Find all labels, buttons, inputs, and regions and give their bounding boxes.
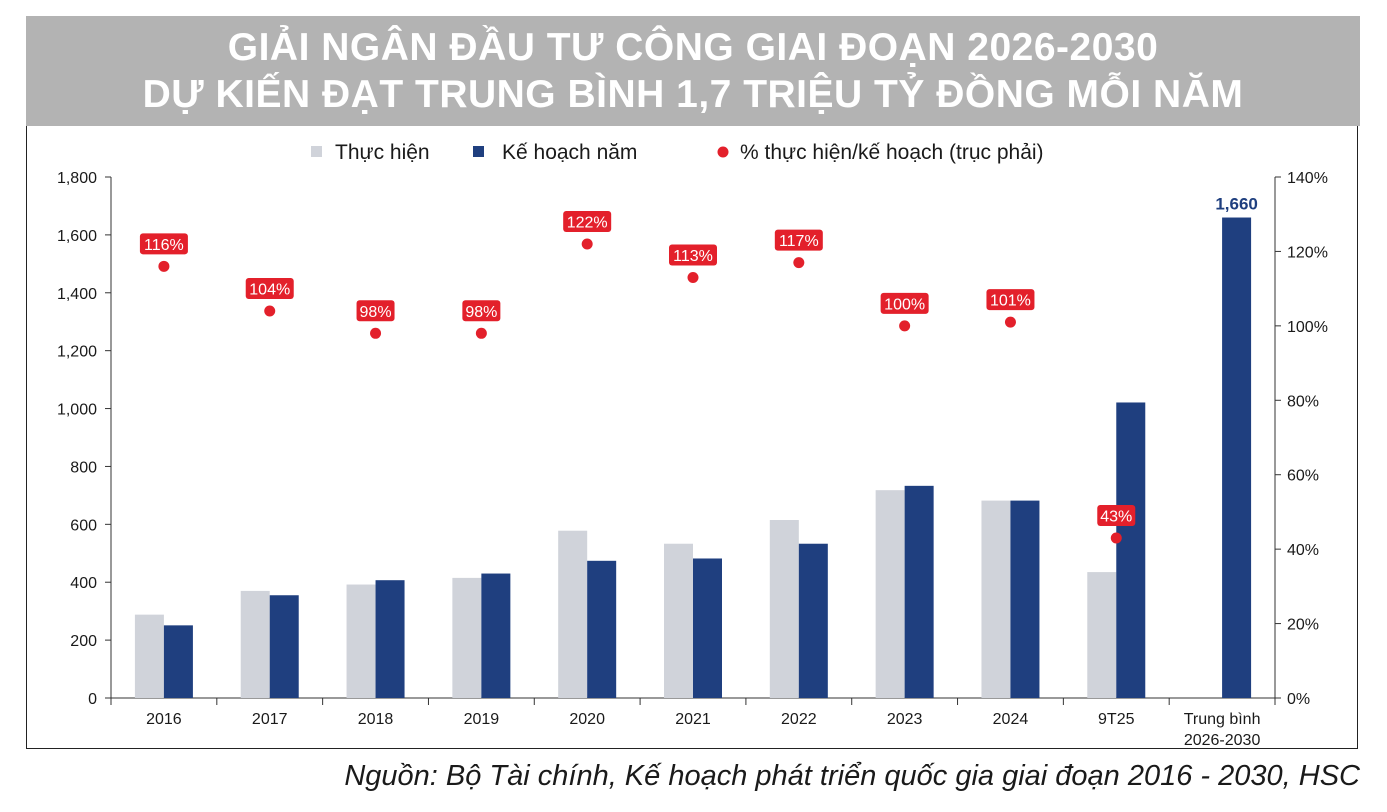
percent-label: 101% bbox=[990, 293, 1031, 310]
title-line-2: DỰ KIẾN ĐẠT TRUNG BÌNH 1,7 TRIỆU TỶ ĐỒNG… bbox=[142, 73, 1244, 116]
percent-label: 122% bbox=[567, 214, 608, 231]
percent-label: 113% bbox=[673, 248, 713, 265]
x-tick-label: Trung bình bbox=[1184, 711, 1261, 728]
title-banner: GIẢI NGÂN ĐẦU TƯ CÔNG GIAI ĐOẠN 2026-203… bbox=[26, 16, 1360, 126]
percent-label-box bbox=[245, 277, 294, 299]
percent-dot bbox=[581, 238, 593, 250]
y-tick-label-right: 20% bbox=[1287, 617, 1319, 634]
percent-label: 98% bbox=[465, 304, 497, 321]
y-tick-label-left: 400 bbox=[70, 575, 97, 592]
bar-ke-hoach bbox=[481, 573, 511, 698]
bar-thuc-hien bbox=[240, 590, 270, 698]
percent-label-box bbox=[139, 233, 188, 255]
percent-label: 100% bbox=[884, 296, 925, 313]
x-tick-label: 2026-2030 bbox=[1184, 732, 1261, 749]
bar-ke-hoach bbox=[904, 485, 934, 698]
percent-dot bbox=[158, 260, 170, 272]
percent-label: 43% bbox=[1100, 508, 1132, 525]
y-tick-label-right: 40% bbox=[1287, 542, 1319, 559]
percent-dot bbox=[1110, 532, 1122, 544]
x-tick-label: 2023 bbox=[887, 711, 923, 728]
bar-thuc-hien bbox=[981, 500, 1011, 698]
percent-dot bbox=[264, 305, 276, 317]
legend-label-ke-hoach: Kế hoạch năm bbox=[502, 141, 637, 164]
bar-ke-hoach bbox=[375, 580, 405, 698]
percent-label: 104% bbox=[249, 281, 290, 298]
percent-label-box bbox=[880, 292, 929, 314]
bar-ke-hoach bbox=[163, 625, 193, 698]
percent-label: 116% bbox=[144, 237, 184, 254]
y-tick-label-left: 1,400 bbox=[57, 286, 97, 303]
percent-label: 117% bbox=[779, 233, 819, 250]
percent-label-box bbox=[563, 210, 612, 232]
legend-label-thuc-hien: Thực hiện bbox=[335, 141, 430, 164]
percent-dot bbox=[899, 320, 911, 332]
y-tick-label-right: 60% bbox=[1287, 468, 1319, 485]
percent-label: 98% bbox=[360, 304, 392, 321]
x-tick-label: 2022 bbox=[781, 711, 817, 728]
y-tick-label-right: 80% bbox=[1287, 393, 1319, 410]
bar-thuc-hien bbox=[134, 614, 164, 698]
bar-ke-hoach bbox=[1010, 500, 1040, 698]
y-tick-label-right: 100% bbox=[1287, 319, 1328, 336]
x-tick-label: 2018 bbox=[358, 711, 394, 728]
percent-dot bbox=[370, 327, 382, 339]
legend-swatch-percent bbox=[717, 146, 729, 158]
bar-thuc-hien bbox=[346, 584, 376, 698]
source-note: Nguồn: Bộ Tài chính, Kế hoạch phát triển… bbox=[344, 760, 1360, 792]
percent-label-box bbox=[1097, 504, 1136, 526]
y-tick-label-left: 1,800 bbox=[57, 170, 97, 187]
percent-dot bbox=[793, 257, 805, 269]
y-tick-label-left: 200 bbox=[70, 633, 97, 650]
percent-dot bbox=[1004, 316, 1016, 328]
percent-dot bbox=[687, 271, 699, 283]
percent-label-box bbox=[774, 229, 823, 251]
legend-swatch-thuc-hien bbox=[311, 146, 322, 157]
bar-ke-hoach bbox=[1116, 402, 1146, 698]
x-tick-label: 2020 bbox=[569, 711, 605, 728]
x-tick-label: 2017 bbox=[252, 711, 288, 728]
x-tick-label: 2016 bbox=[146, 711, 182, 728]
bar-thuc-hien bbox=[558, 530, 588, 698]
bar-ke-hoach bbox=[693, 558, 722, 698]
bar-thuc-hien bbox=[875, 490, 905, 698]
bar-value-label: 1,660 bbox=[1215, 195, 1258, 214]
bar-ke-hoach bbox=[1222, 217, 1252, 698]
y-tick-label-right: 0% bbox=[1287, 691, 1310, 708]
percent-label-box bbox=[462, 300, 501, 322]
y-tick-label-left: 0 bbox=[88, 691, 97, 708]
y-tick-label-right: 120% bbox=[1287, 244, 1328, 261]
bar-ke-hoach bbox=[269, 595, 299, 698]
x-tick-label: 9T25 bbox=[1098, 711, 1135, 728]
legend-label-percent: % thực hiện/kế hoạch (trục phải) bbox=[740, 141, 1044, 164]
bar-thuc-hien bbox=[664, 543, 693, 698]
title-line-1: GIẢI NGÂN ĐẦU TƯ CÔNG GIAI ĐOẠN 2026-203… bbox=[227, 26, 1159, 69]
legend-swatch-ke-hoach bbox=[473, 146, 484, 157]
percent-label-box bbox=[986, 289, 1035, 311]
bar-thuc-hien bbox=[1087, 572, 1117, 698]
y-tick-label-left: 1,200 bbox=[57, 344, 97, 361]
x-tick-label: 2021 bbox=[675, 711, 711, 728]
y-tick-label-left: 600 bbox=[70, 517, 97, 534]
bar-thuc-hien bbox=[769, 519, 799, 698]
percent-label-box bbox=[356, 300, 395, 322]
y-tick-label-left: 1,600 bbox=[57, 228, 97, 245]
percent-dot bbox=[475, 327, 487, 339]
y-tick-label-right: 140% bbox=[1287, 170, 1328, 187]
chart-frame bbox=[26, 126, 1358, 749]
y-tick-label-left: 800 bbox=[70, 459, 97, 476]
chart: 0 200 400 600 800 1,000 1,200 1,400 1,600 1,800 0%… bbox=[57, 141, 1328, 749]
bar-thuc-hien bbox=[452, 577, 482, 698]
x-tick-label: 2024 bbox=[993, 711, 1029, 728]
percent-label-box bbox=[669, 244, 717, 266]
bar-ke-hoach bbox=[798, 543, 828, 698]
x-tick-label: 2019 bbox=[464, 711, 500, 728]
bar-ke-hoach bbox=[587, 560, 617, 698]
y-tick-label-left: 1,000 bbox=[57, 402, 97, 419]
